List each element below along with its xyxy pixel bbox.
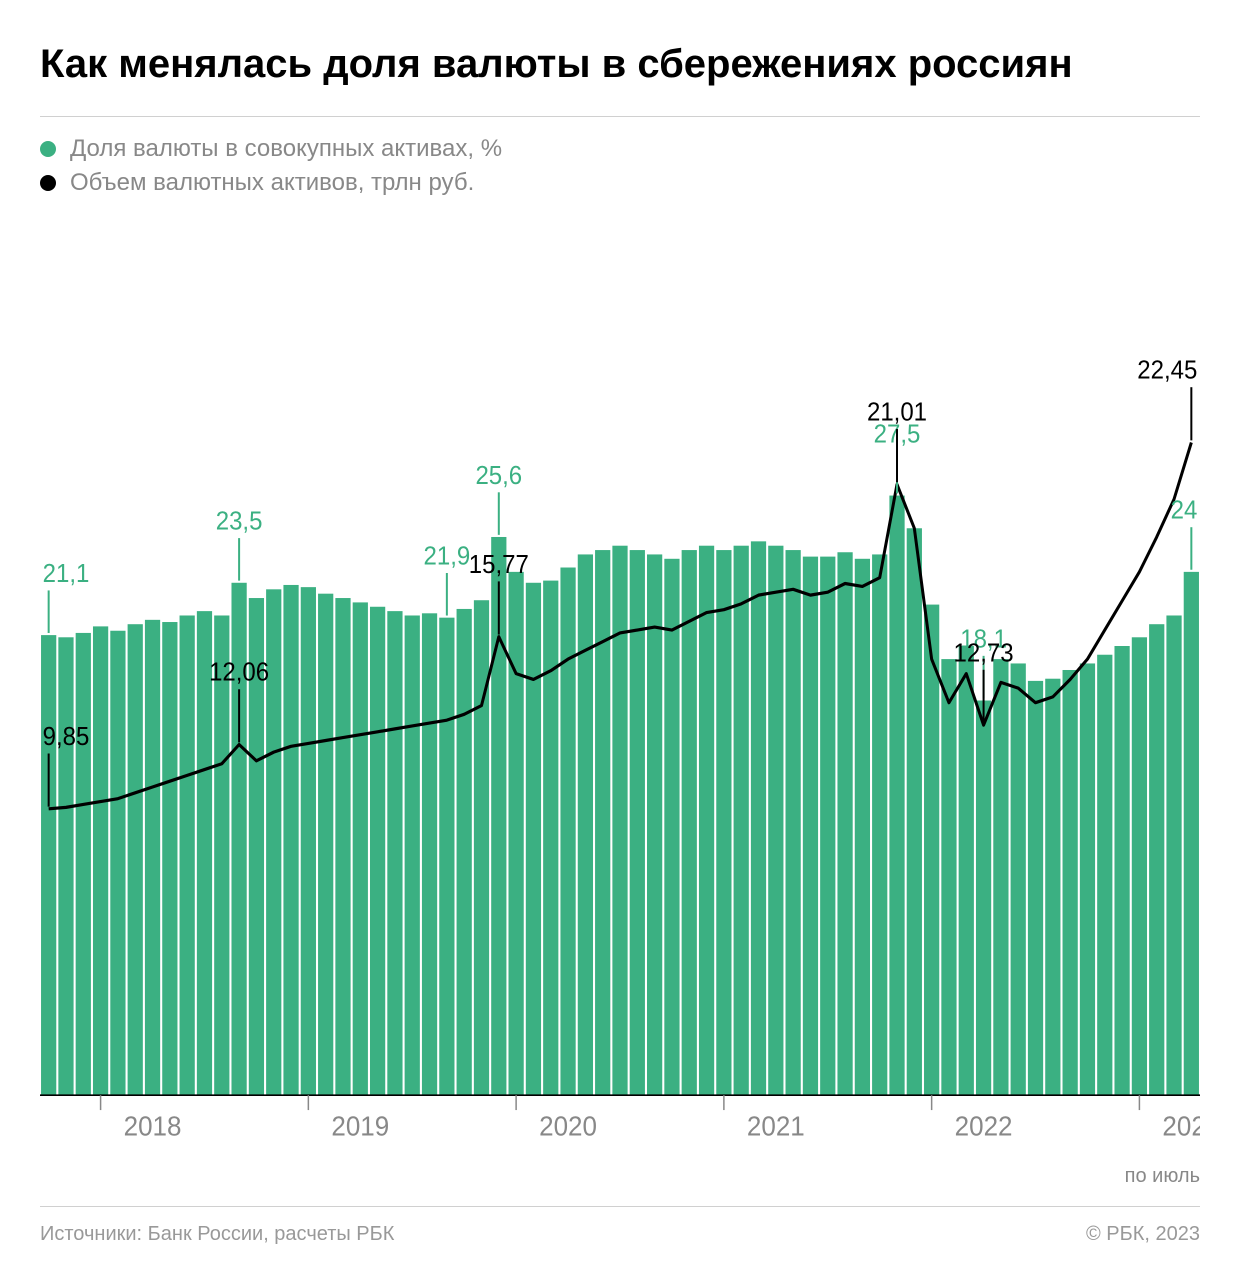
x-axis-note: по июль	[40, 1165, 1200, 1188]
svg-text:25,6: 25,6	[475, 462, 522, 490]
chart-title: Как менялась доля валюты в сбережениях р…	[40, 40, 1200, 88]
svg-text:2018: 2018	[124, 1111, 182, 1142]
chart-svg: 2018 2019 2020 2021 2022 2023 21,1 23,5 21,9 25,6…	[40, 223, 1200, 1159]
legend-item-bars: Доля валюты в совокупных активах, %	[40, 135, 1200, 163]
svg-text:23,5: 23,5	[216, 508, 263, 536]
legend-label-line: Объем валютных активов, трлн руб.	[70, 169, 474, 197]
svg-text:12,06: 12,06	[209, 659, 269, 687]
svg-text:2023: 2023	[1162, 1111, 1200, 1142]
svg-text:2022: 2022	[955, 1111, 1013, 1142]
source-text: Источники: Банк России, расчеты РБК	[40, 1223, 394, 1246]
svg-text:22,45: 22,45	[1137, 357, 1197, 385]
svg-text:15,77: 15,77	[469, 551, 529, 579]
footer: Источники: Банк России, расчеты РБК © РБ…	[40, 1206, 1200, 1246]
legend-item-line: Объем валютных активов, трлн руб.	[40, 169, 1200, 197]
svg-text:21,1: 21,1	[43, 560, 90, 588]
svg-text:24: 24	[1171, 497, 1198, 525]
svg-text:12,73: 12,73	[954, 640, 1014, 668]
svg-text:21,01: 21,01	[867, 399, 927, 427]
legend-dot-bars	[40, 141, 56, 157]
svg-text:9,85: 9,85	[43, 723, 90, 751]
legend-label-bars: Доля валюты в совокупных активах, %	[70, 135, 502, 163]
svg-text:2020: 2020	[539, 1111, 597, 1142]
svg-text:21,9: 21,9	[424, 543, 471, 571]
svg-text:2019: 2019	[331, 1111, 389, 1142]
chart-area: 2018 2019 2020 2021 2022 2023 21,1 23,5 21,9 25,6…	[40, 223, 1200, 1159]
legend-dot-line	[40, 175, 56, 191]
divider	[40, 116, 1200, 117]
legend: Доля валюты в совокупных активах, % Объе…	[40, 135, 1200, 203]
svg-text:2021: 2021	[747, 1111, 805, 1142]
copyright-text: © РБК, 2023	[1086, 1223, 1200, 1246]
